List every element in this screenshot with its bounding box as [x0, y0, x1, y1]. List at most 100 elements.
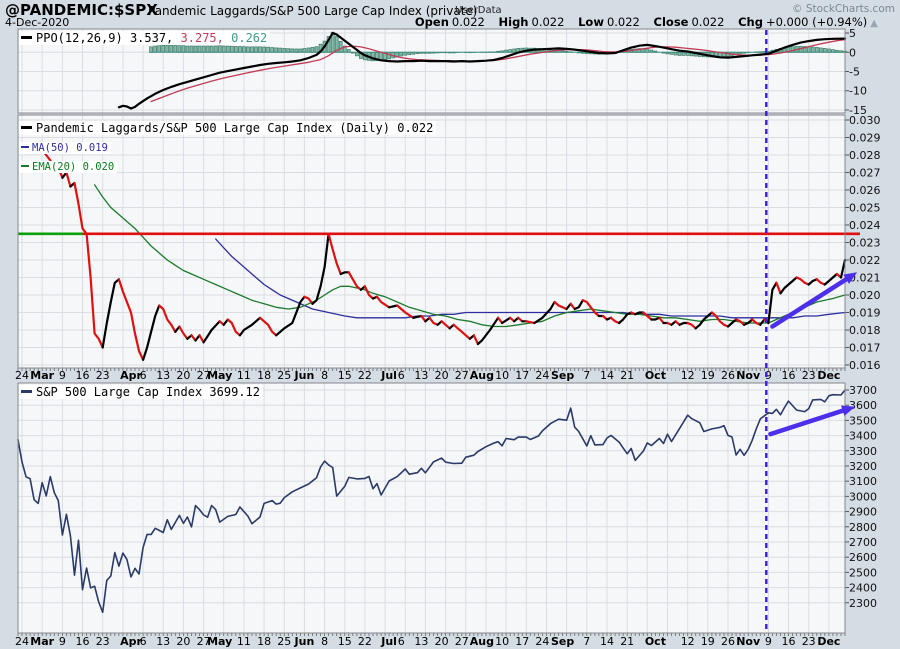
ppo-swatch [21, 36, 32, 39]
spx-border [17, 382, 846, 634]
ppo-line [117, 31, 847, 110]
date-tick-label: 16 [782, 369, 796, 382]
ratio-axis-label: 0.021 [849, 272, 881, 285]
date-tick-label: Jul [380, 635, 397, 648]
chg-value: +0.000 (+0.94%) [765, 15, 868, 29]
close-label: Close [653, 15, 689, 29]
chart-subtitle: UserData [455, 5, 502, 16]
date-tick-label: Sep [551, 369, 574, 382]
signal-value: 3.275, [180, 31, 224, 45]
quote-bar: Open 0.022 High 0.022 Low 0.022 Close 0.022 … [405, 15, 878, 29]
spx-axis-label: 3100 [849, 475, 877, 488]
ratio-axis-label: 0.023 [849, 237, 881, 250]
date-tick-label: 7 [583, 369, 590, 382]
ratio-axis-label: 0.030 [849, 114, 881, 127]
ppo-value: 3.537, [129, 31, 174, 45]
date-tick-label: Dec [817, 635, 840, 648]
date-tick-label: 11 [237, 635, 251, 648]
ppo-legend-name: PPO(12,26,9) [36, 31, 123, 45]
chg-label: Chg [738, 15, 763, 29]
ratio-legend: Pandemic Laggards/S&P 500 Large Cap Inde… [36, 121, 434, 135]
ratio-axis-label: 0.028 [849, 149, 881, 162]
date-tick-label: 17 [515, 369, 529, 382]
ratio-axis-label: 0.025 [849, 202, 881, 215]
date-tick-label: 27 [197, 369, 211, 382]
high-value: 0.022 [531, 15, 565, 29]
price-swatch [21, 126, 32, 129]
date-tick-label: 16 [76, 369, 90, 382]
date-tick-label: Mar [30, 635, 54, 648]
ema20-line [93, 184, 846, 328]
date-tick-label: Nov [736, 369, 761, 382]
date-tick-label: 16 [76, 635, 90, 648]
spx-axis-label: 3600 [849, 399, 877, 412]
date-tick-label: Aug [470, 369, 494, 382]
spx-axis-label: 2400 [849, 582, 877, 595]
date-tick-label: 20 [435, 369, 449, 382]
date-tick-label: Sep [551, 635, 574, 648]
date-tick-label: Oct [645, 369, 666, 382]
ratio-axis-label: 0.017 [849, 342, 881, 355]
spx-axis-label: 2500 [849, 566, 877, 579]
spx-axis-label: 2700 [849, 536, 877, 549]
chart-date: 4-Dec-2020 [5, 16, 70, 29]
spx-axis-label: 2300 [849, 597, 877, 610]
date-tick-label: 26 [721, 635, 735, 648]
date-tick-label: 18 [257, 369, 271, 382]
ratio-axis-label: 0.027 [849, 167, 881, 180]
date-tick-label: Oct [645, 635, 666, 648]
ma50-legend: MA(50) 0.019 [32, 142, 108, 154]
date-tick-label: 23 [96, 369, 110, 382]
ppo-axis-label: -5 [849, 66, 860, 79]
date-tick-label: 13 [414, 369, 428, 382]
open-value: 0.022 [451, 15, 485, 29]
date-tick-label: 14 [600, 635, 614, 648]
date-tick-label: 13 [156, 369, 170, 382]
ratio-border [17, 114, 846, 369]
chart-title: Pandemic Laggards/S&P 500 Large Cap Inde… [148, 4, 478, 18]
date-tick-label: 20 [176, 369, 190, 382]
date-tick-label: 10 [495, 369, 509, 382]
date-tick-label: 13 [156, 635, 170, 648]
date-tick-label: 23 [96, 635, 110, 648]
date-tick-label: 8 [321, 635, 328, 648]
date-tick-label: 22 [358, 369, 372, 382]
up-triangle-icon: ▲ [870, 18, 878, 29]
trend-arrow-1 [770, 272, 858, 329]
date-tick-label: Apr [120, 635, 142, 648]
ppo-legend: PPO(12,26,9) 3.537, 3.275, 0.262 [19, 31, 271, 45]
low-label: Low [578, 15, 604, 29]
date-tick-label: 6 [398, 635, 405, 648]
sp500-line [17, 389, 846, 614]
ppo-axis-label: 0 [849, 46, 856, 59]
date-tick-label: 27 [197, 635, 211, 648]
spx-axis-label: 2800 [849, 521, 877, 534]
close-value: 0.022 [691, 15, 725, 29]
spx-axis-label: 3400 [849, 430, 877, 443]
low-value: 0.022 [606, 15, 640, 29]
date-tick-label: 21 [620, 635, 634, 648]
date-tick-label: Apr [120, 369, 142, 382]
ratio-panel: 0.030 0.029 0.028 0.027 0.026 0.025 0.024 0.023… [18, 114, 881, 372]
date-tick-label: 11 [237, 369, 251, 382]
ppo-axis-label: 5 [849, 27, 856, 40]
date-tick-label: 12 [681, 635, 695, 648]
sp500-swatch [21, 390, 32, 393]
date-tick-label: 25 [277, 369, 291, 382]
date-tick-label: 15 [338, 369, 352, 382]
date-tick-label: 23 [802, 369, 816, 382]
ema20-legend: EMA(20) 0.020 [32, 161, 115, 173]
ratio-axis-label: 0.018 [849, 324, 881, 337]
date-tick-label: 6 [398, 369, 405, 382]
copyright-link[interactable]: © StockCharts.com [792, 3, 895, 15]
sp500-legend-text: S&P 500 Large Cap Index 3699.12 [36, 385, 260, 399]
ratio-axis-label: 0.029 [849, 132, 881, 145]
date-tick-label: 22 [358, 635, 372, 648]
ppo-border [17, 28, 846, 114]
date-tick-label: 17 [515, 635, 529, 648]
ratio-axis-label: 0.024 [849, 219, 881, 232]
date-tick-label: Mar [30, 369, 54, 382]
date-tick-label: 24 [15, 369, 29, 382]
open-label: Open [414, 15, 449, 29]
